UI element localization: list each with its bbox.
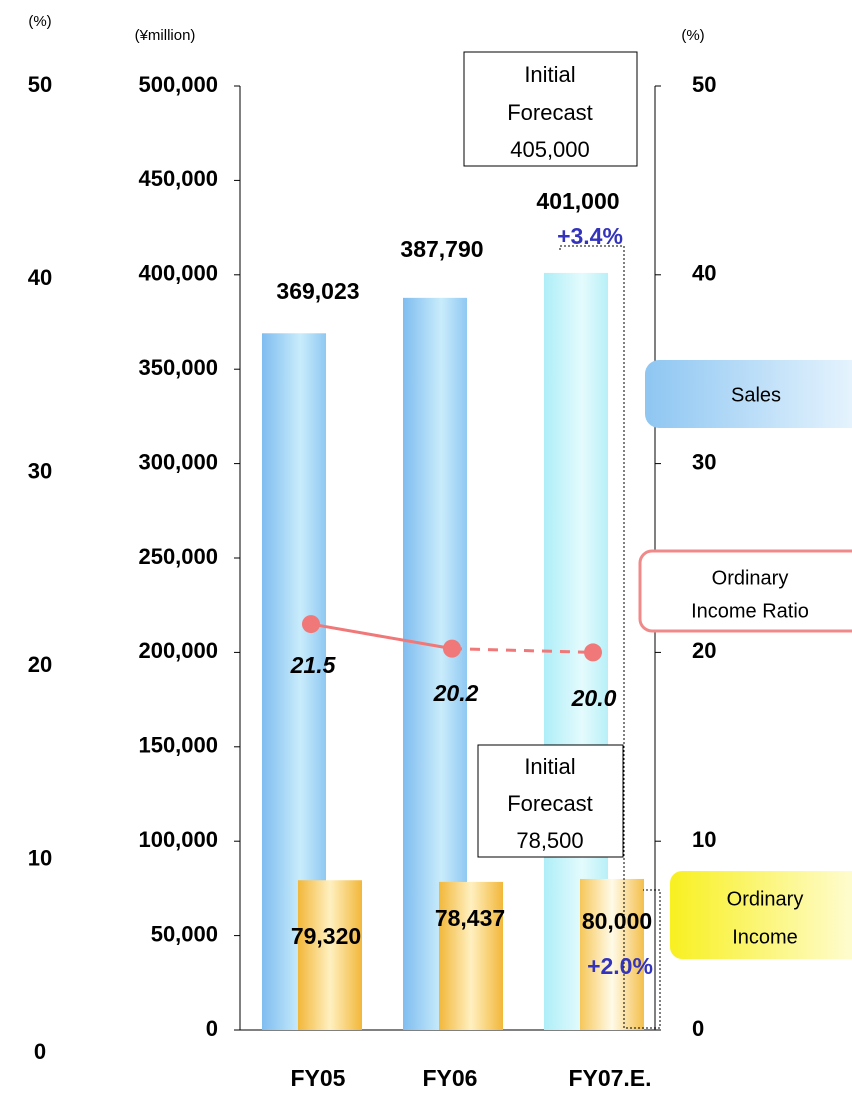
y2-tick-label: 0 xyxy=(692,1016,704,1041)
ratio-point xyxy=(584,643,602,662)
data-label: 401,000 xyxy=(536,188,619,214)
annotation: Initial xyxy=(524,754,575,779)
annotation-box xyxy=(463,51,638,167)
y-tick-label: 50,000 xyxy=(151,921,218,946)
y-tick-label: 300,000 xyxy=(138,449,218,474)
x-tick-label: FY07.E. xyxy=(568,1065,651,1091)
legend-label: Ordinary xyxy=(712,567,789,589)
data-label: 387,790 xyxy=(400,236,483,262)
annotation: 405,000 xyxy=(510,137,590,162)
ratio-point xyxy=(443,639,461,658)
legend: Sales Ordinary Income Ratio Ordinary Inc… xyxy=(638,360,852,959)
y2-tick-label-left: 50 xyxy=(28,72,52,97)
y2-tick-label: 40 xyxy=(692,261,716,286)
legend-box xyxy=(638,549,852,633)
y2-tick-label-left: 0 xyxy=(34,1039,46,1064)
y-tick-label: 0 xyxy=(206,1016,218,1041)
data-label: 369,023 xyxy=(276,278,359,304)
ratio-point xyxy=(302,615,320,634)
y2-unit-left: (%) xyxy=(28,13,51,30)
x-tick-label: FY06 xyxy=(423,1065,478,1091)
bar xyxy=(580,878,644,1030)
legend-label: Ordinary xyxy=(727,888,804,910)
y2-tick-label-left: 20 xyxy=(28,652,52,677)
legend-box xyxy=(670,871,852,959)
bar xyxy=(439,881,503,1030)
annotation: Forecast xyxy=(507,100,593,125)
legend-label: Income Ratio xyxy=(691,600,809,622)
data-label: 79,320 xyxy=(291,923,361,949)
ratio-line xyxy=(310,622,453,651)
forecast-box: Initial Forecast 405,000 xyxy=(463,51,638,167)
data-label: 78,437 xyxy=(435,905,505,931)
y-tick-label: 250,000 xyxy=(138,544,218,569)
y-tick-label: 500,000 xyxy=(138,72,218,97)
y-tick-label: 400,000 xyxy=(138,261,218,286)
annotation: 78,500 xyxy=(516,828,583,853)
y-tick-label: 200,000 xyxy=(138,638,218,663)
annotation: +2.0% xyxy=(587,953,653,979)
y2-unit: (%) xyxy=(681,27,704,44)
bar xyxy=(298,880,362,1030)
y-tick-label: 100,000 xyxy=(138,827,218,852)
legend-label: Income xyxy=(732,926,798,948)
data-label: 20.2 xyxy=(433,680,479,706)
data-label: 80,000 xyxy=(582,908,652,934)
y-tick-label: 350,000 xyxy=(138,355,218,380)
x-tick-label: FY05 xyxy=(291,1065,346,1091)
legend-box xyxy=(645,360,852,428)
annotation: Initial xyxy=(524,62,575,87)
y-tick-label: 150,000 xyxy=(138,733,218,758)
y2-tick-label: 30 xyxy=(692,449,716,474)
data-label: 21.5 xyxy=(290,652,337,678)
y-unit: (¥million) xyxy=(135,27,196,44)
legend-label: Sales xyxy=(731,384,781,406)
forecast-bracket xyxy=(559,245,661,1029)
ratio-line xyxy=(451,647,594,654)
y-tick-label: 450,000 xyxy=(138,166,218,191)
y2-tick-label: 10 xyxy=(692,827,716,852)
annotation-box xyxy=(477,744,624,858)
y2-tick-label-left: 30 xyxy=(28,459,52,484)
y2-tick-label-left: 10 xyxy=(28,845,52,870)
annotation: +3.4% xyxy=(557,223,623,249)
y2-tick-label-left: 40 xyxy=(28,265,52,290)
data-label: 20.0 xyxy=(571,685,617,711)
y2-tick-label: 20 xyxy=(692,638,716,663)
y2-tick-label: 50 xyxy=(692,72,716,97)
annotation: Forecast xyxy=(507,791,593,816)
